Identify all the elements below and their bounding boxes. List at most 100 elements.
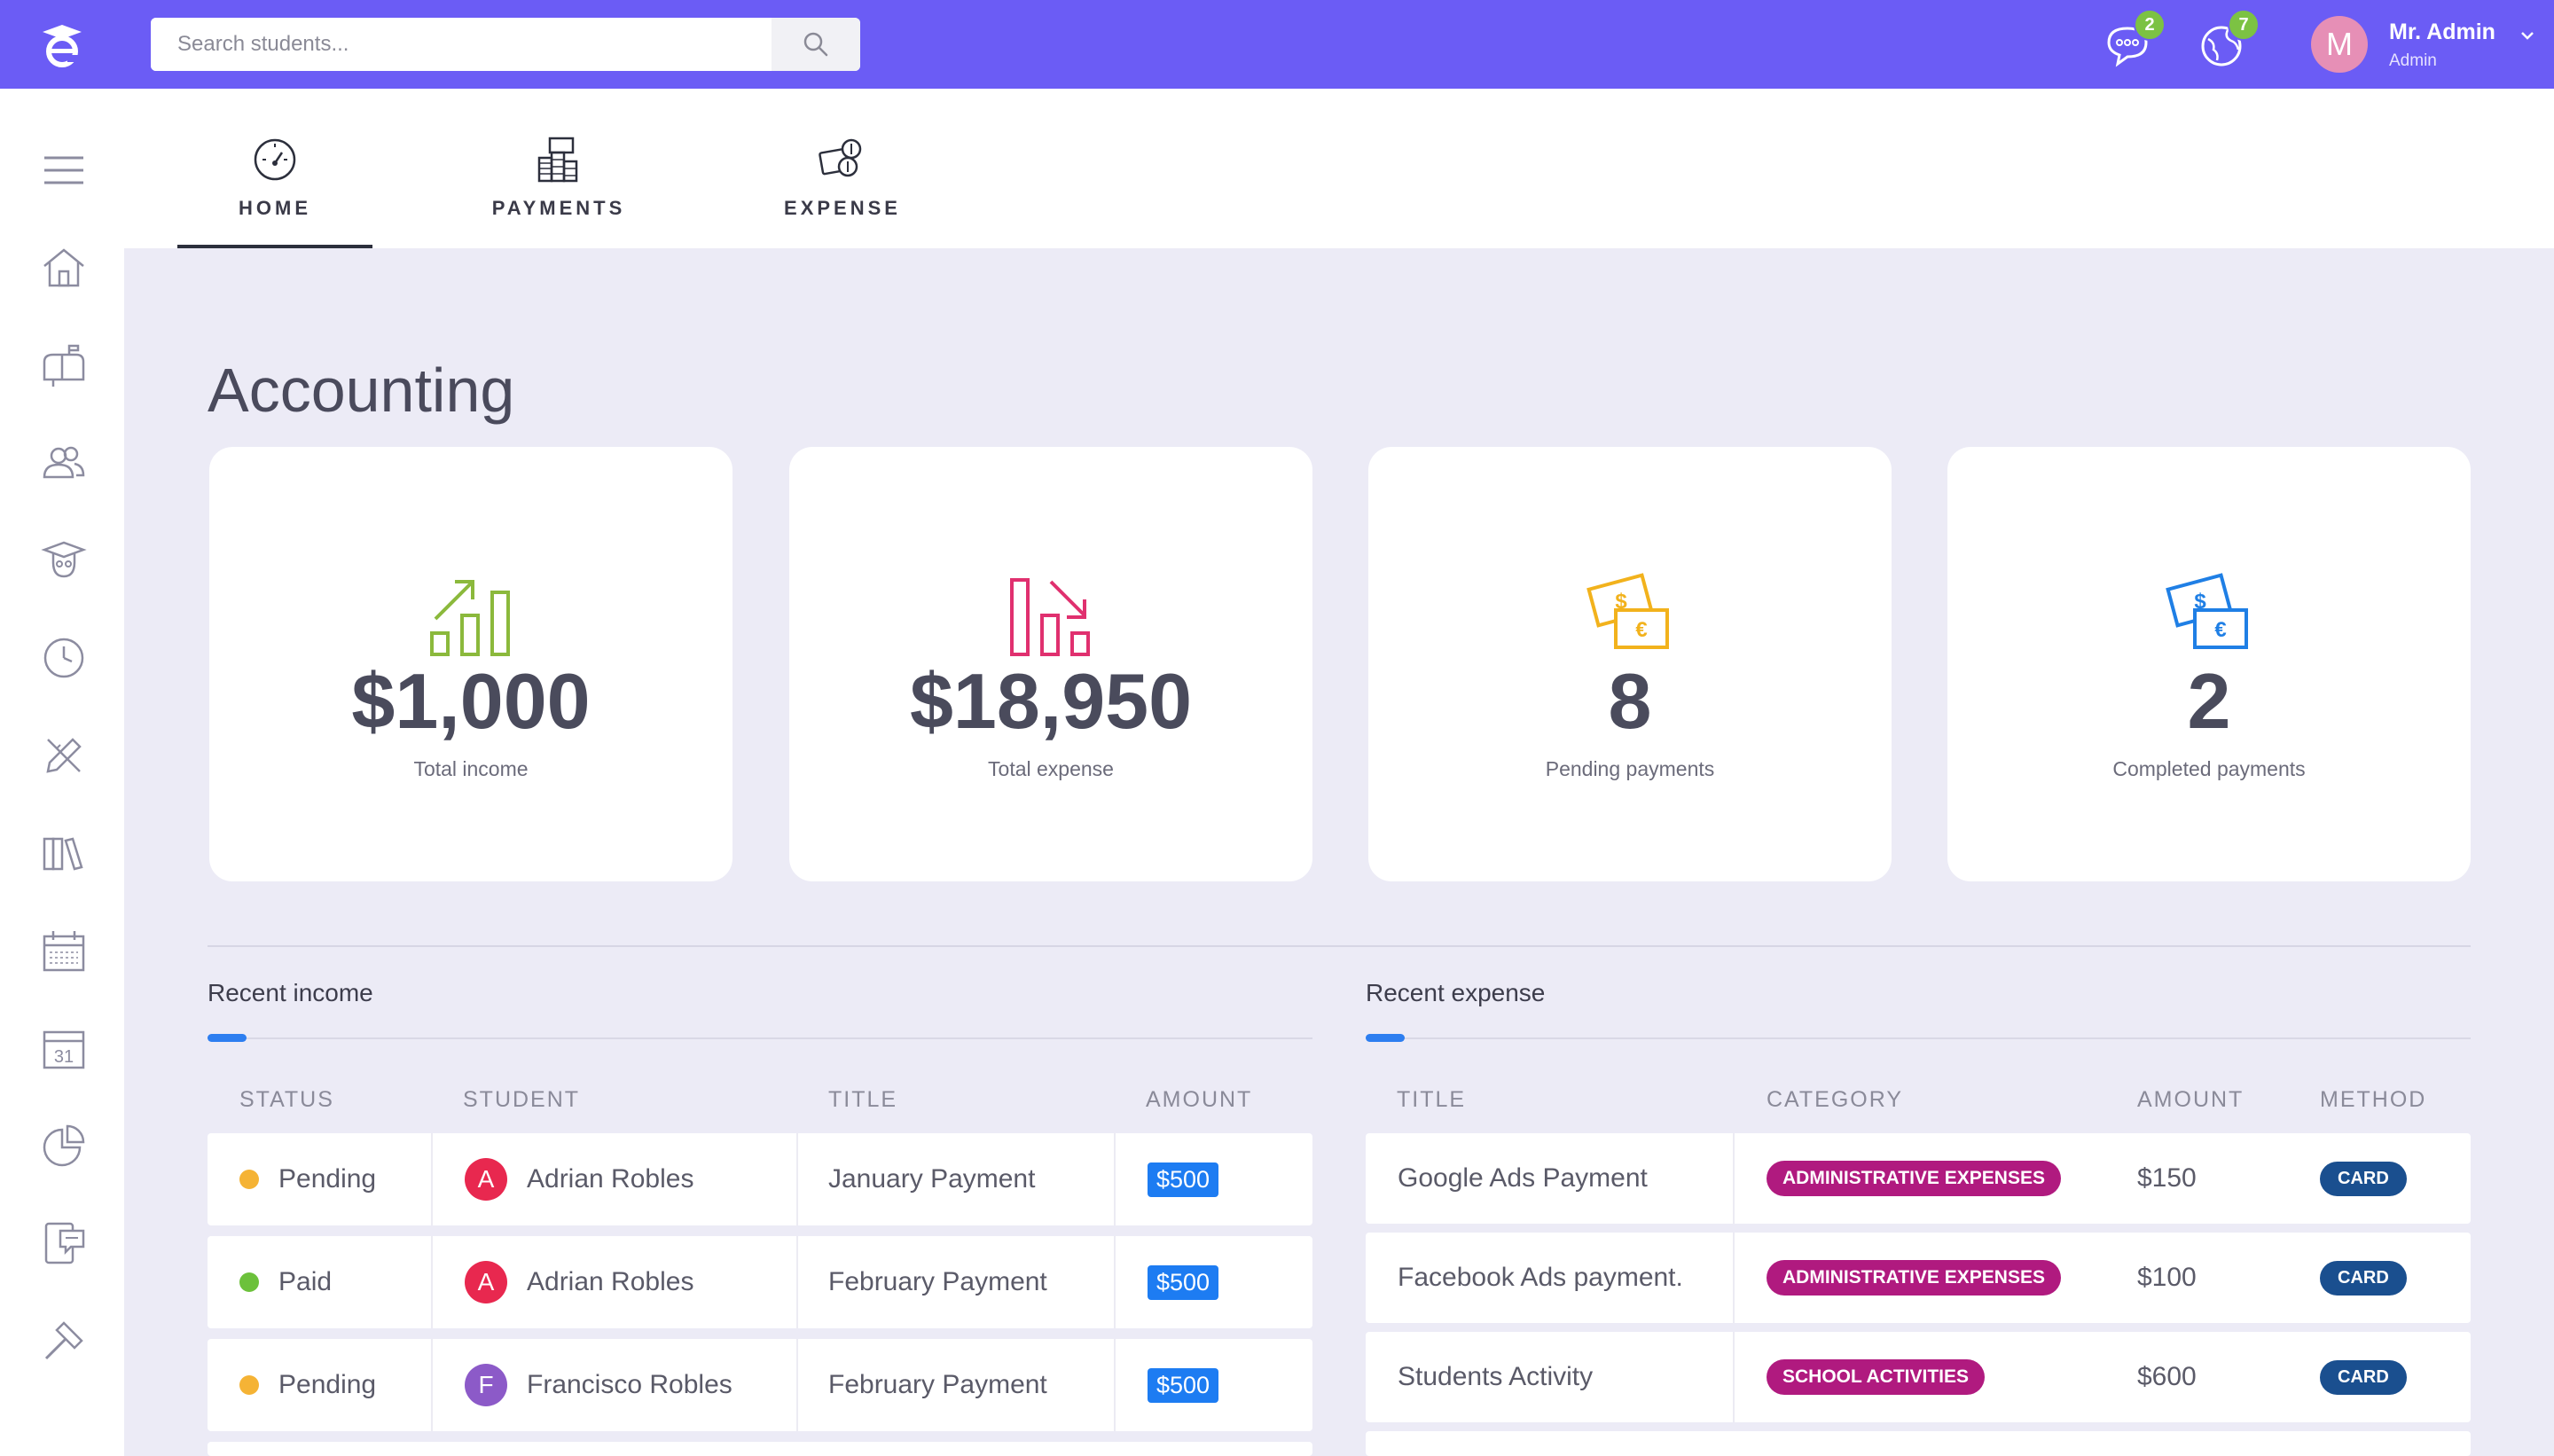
messages-badge: 2 (2134, 9, 2166, 41)
sidebar-menu-toggle[interactable] (39, 145, 89, 195)
cell-separator (1733, 1233, 1735, 1323)
sidebar-item-schedule[interactable] (39, 926, 89, 975)
chart-growth-icon (430, 580, 510, 656)
tab-home-label: HOME (239, 197, 311, 219)
expense-col-amount[interactable]: AMOUNT (2137, 1087, 2245, 1112)
sidebar-item-library[interactable] (39, 828, 89, 878)
cell-separator (1733, 1332, 1735, 1422)
books-icon (43, 837, 83, 871)
expense-category-cell: ADMINISTRATIVE EXPENSES (1767, 1233, 2061, 1323)
sidebar-item-students[interactable] (39, 536, 89, 585)
expense-title: Facebook Ads payment. (1398, 1263, 1683, 1292)
sidebar-item-mailbox[interactable] (39, 341, 89, 390)
stat-value: 2 (2187, 657, 2231, 745)
income-student[interactable]: Adrian Robles (527, 1164, 694, 1194)
income-title: January Payment (828, 1164, 1036, 1194)
expense-row[interactable]: Students Activity SCHOOL ACTIVITIES $600… (1366, 1332, 2471, 1422)
stat-card-completed-payments[interactable]: $ € 2 Completed payments (1947, 447, 2471, 881)
money-stack-icon (537, 137, 578, 183)
top-bar: 2 7 M Mr. Admin Admin (0, 0, 2554, 89)
income-student[interactable]: Francisco Robles (527, 1370, 733, 1399)
recent-expense-accent (1366, 1034, 1405, 1042)
tab-payments[interactable]: PAYMENTS (461, 89, 656, 248)
banknotes-icon: $ € (2166, 573, 2248, 649)
cell-separator (1733, 1133, 1735, 1224)
logo-icon[interactable] (37, 20, 87, 69)
expense-row[interactable]: Google Ads Payment ADMINISTRATIVE EXPENS… (1366, 1133, 2471, 1224)
income-col-status[interactable]: STATUS (239, 1087, 334, 1112)
pie-chart-icon (43, 1124, 85, 1167)
income-student-cell: A Adrian Robles (465, 1133, 693, 1225)
status-dot (239, 1375, 259, 1395)
income-amount-cell: $500 (1148, 1236, 1219, 1328)
user-avatar[interactable]: M (2311, 16, 2368, 73)
stat-card-total-expense[interactable]: $18,950 Total expense (789, 447, 1312, 881)
tab-payments-label: PAYMENTS (491, 197, 626, 219)
globe-icon[interactable] (2198, 21, 2245, 69)
svg-text:€: € (1635, 618, 1647, 642)
expense-col-category[interactable]: CATEGORY (1767, 1087, 1903, 1112)
income-row[interactable]: Pending A Adrian Robles January Payment … (208, 1133, 1312, 1225)
student-avatar: A (465, 1158, 507, 1201)
search-input[interactable] (151, 18, 772, 71)
amount-badge: $500 (1148, 1264, 1219, 1300)
expense-col-method[interactable]: METHOD (2320, 1087, 2427, 1112)
tab-home[interactable]: HOME (177, 89, 372, 248)
income-student[interactable]: Adrian Robles (527, 1267, 694, 1296)
sidebar-item-messages[interactable] (39, 1218, 89, 1268)
income-col-student[interactable]: STUDENT (463, 1087, 581, 1112)
users-icon (43, 446, 85, 479)
recent-income-accent (208, 1034, 247, 1042)
chat-icon[interactable] (2104, 21, 2151, 69)
income-row-partial[interactable] (208, 1442, 1312, 1456)
cell-separator (796, 1133, 798, 1225)
user-role: Admin (2389, 51, 2437, 70)
amount-badge: $500 (1148, 1367, 1219, 1403)
pencil-ruler-icon (46, 738, 82, 773)
calendar-31-icon: 31 (43, 1030, 85, 1069)
expense-title: Google Ads Payment (1398, 1163, 1648, 1193)
expense-method-cell: CARD (2320, 1233, 2407, 1323)
sidebar-item-users[interactable] (39, 438, 89, 488)
svg-text:$: $ (2194, 590, 2206, 614)
amount-badge: $500 (1148, 1162, 1219, 1197)
tab-expense[interactable]: EXPENSE (745, 89, 940, 248)
page-title: Accounting (208, 356, 515, 425)
recent-income-title: Recent income (208, 979, 373, 1006)
stat-card-pending-payments[interactable]: $ € 8 Pending payments (1368, 447, 1892, 881)
chat-board-icon (44, 1222, 85, 1264)
income-row[interactable]: Pending F Francisco Robles February Paym… (208, 1339, 1312, 1431)
income-student-cell: A Adrian Robles (465, 1236, 693, 1328)
sidebar-item-attendance[interactable] (39, 633, 89, 683)
recent-income-rule (208, 1037, 1312, 1039)
sidebar: 31 (0, 89, 124, 1456)
stat-label: Pending payments (1545, 757, 1715, 780)
income-row[interactable]: Paid A Adrian Robles February Payment $5… (208, 1236, 1312, 1328)
user-name[interactable]: Mr. Admin (2389, 20, 2495, 44)
expense-col-title[interactable]: TITLE (1397, 1087, 1467, 1112)
mailbox-icon (43, 344, 85, 387)
sidebar-item-settings[interactable] (39, 1316, 89, 1366)
sidebar-item-exams[interactable] (39, 731, 89, 780)
sidebar-item-calendar[interactable]: 31 (39, 1023, 89, 1073)
svg-text:$: $ (1615, 590, 1627, 614)
chevron-down-icon[interactable] (2519, 27, 2536, 44)
expense-row-partial[interactable] (1366, 1431, 2471, 1456)
cell-separator (431, 1236, 433, 1328)
stat-label: Total expense (988, 757, 1114, 780)
sidebar-item-reports[interactable] (39, 1121, 89, 1170)
expense-row[interactable]: Facebook Ads payment. ADMINISTRATIVE EXP… (1366, 1233, 2471, 1323)
income-status: Pending (278, 1370, 377, 1399)
stat-card-total-income[interactable]: $1,000 Total income (209, 447, 733, 881)
expense-amount: $600 (2137, 1362, 2197, 1391)
expense-category-cell: ADMINISTRATIVE EXPENSES (1767, 1133, 2061, 1224)
category-badge: ADMINISTRATIVE EXPENSES (1767, 1260, 2061, 1296)
income-col-amount[interactable]: AMOUNT (1146, 1087, 1253, 1112)
search-icon (803, 32, 828, 57)
sidebar-item-home[interactable] (39, 243, 89, 293)
income-col-title[interactable]: TITLE (828, 1087, 898, 1112)
stat-value: $18,950 (909, 657, 1193, 745)
income-amount-cell: $500 (1148, 1133, 1219, 1225)
globe-badge: 7 (2228, 9, 2260, 41)
search-button[interactable] (772, 18, 860, 71)
